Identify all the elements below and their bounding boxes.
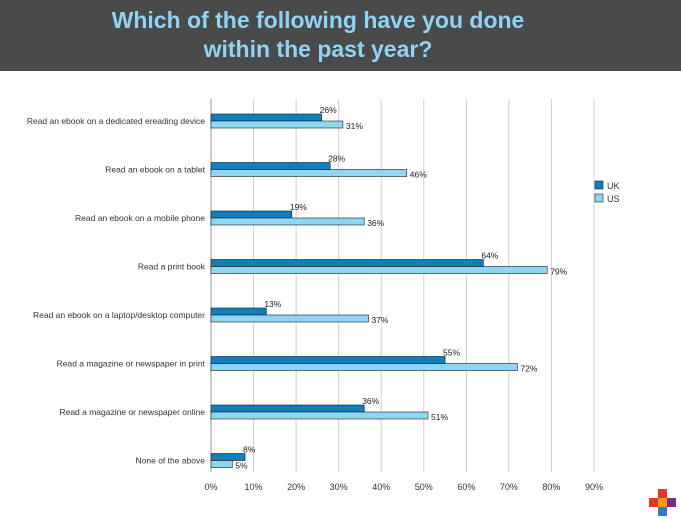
category-label: None of the above — [136, 456, 206, 466]
bar-us — [210, 411, 429, 420]
data-label-us: 79% — [550, 267, 567, 277]
category-label: Read a magazine or newspaper online — [59, 407, 205, 417]
category-label: Read a print book — [138, 262, 206, 272]
x-tick-label: 40% — [372, 482, 390, 492]
data-label-us: 31% — [346, 121, 363, 131]
x-tick-label: 50% — [415, 482, 433, 492]
bar-uk — [210, 162, 331, 170]
bar-us — [210, 217, 365, 226]
x-tick-label: 90% — [585, 482, 603, 492]
data-label-uk: 55% — [443, 348, 460, 358]
category-label: Read an ebook on a tablet — [105, 165, 205, 175]
bar-uk — [210, 307, 267, 316]
bar-uk — [210, 113, 322, 122]
bar-uk — [210, 210, 293, 219]
brand-logo-icon — [649, 489, 676, 516]
legend-swatch-us — [594, 193, 604, 203]
bar-us — [210, 266, 548, 274]
bar-us — [210, 460, 233, 468]
legend-label-uk: UK — [607, 181, 620, 191]
data-label-us: 72% — [520, 364, 537, 374]
title-line-1: Which of the following have you done — [111, 7, 525, 33]
title-line-2: within the past year? — [203, 36, 433, 62]
x-tick-label: 70% — [500, 482, 518, 492]
x-tick-label: 30% — [330, 482, 348, 492]
x-tick-label: 60% — [457, 482, 475, 492]
category-label: Read a magazine or newspaper in print — [57, 359, 206, 369]
x-tick-label: 20% — [287, 482, 305, 492]
data-label-us: 51% — [431, 412, 448, 422]
data-label-uk: 26% — [320, 105, 337, 115]
data-label-us: 36% — [367, 218, 384, 228]
category-label: Read an ebook on a laptop/desktop comput… — [33, 310, 205, 320]
bar-uk — [210, 404, 365, 413]
data-label-uk: 36% — [362, 396, 379, 406]
title-banner: Which of the following have you done wit… — [0, 0, 681, 71]
bar-uk — [210, 356, 446, 364]
x-tick-label: 80% — [542, 482, 560, 492]
legend-label-us: US — [607, 194, 620, 204]
legend-swatch-uk — [594, 180, 604, 190]
data-label-uk: 13% — [264, 299, 281, 309]
bar-us — [210, 169, 408, 177]
data-label-us: 5% — [235, 461, 248, 471]
category-label: Read an ebook on a mobile phone — [75, 213, 205, 223]
bar-uk — [210, 259, 484, 267]
bar-us — [210, 120, 344, 129]
bar-chart: 0% 10% 20% 30% 40% 50% 60% 70% 80% 90% Read an ebo… — [27, 99, 620, 492]
category-label: Read an ebook on a dedicated ereading de… — [27, 116, 205, 126]
x-tick-label: 10% — [245, 482, 263, 492]
data-label-uk: 19% — [290, 202, 307, 212]
data-label-us: 46% — [410, 170, 427, 180]
data-label-uk: 8% — [243, 445, 256, 455]
bar-uk — [210, 453, 246, 461]
x-tick-label: 0% — [204, 482, 217, 492]
bar-us — [210, 314, 369, 323]
bar-us — [210, 363, 518, 371]
data-label-uk: 64% — [481, 251, 498, 261]
data-label-us: 37% — [371, 315, 388, 325]
data-label-uk: 28% — [328, 154, 345, 164]
